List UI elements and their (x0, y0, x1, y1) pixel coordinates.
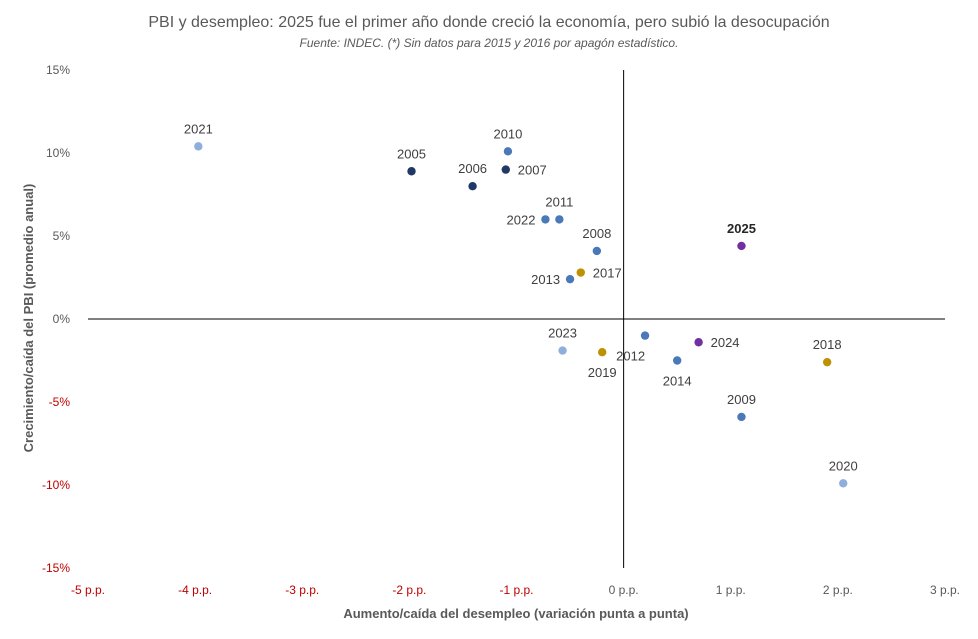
data-point-2023 (558, 346, 567, 355)
point-label-2014: 2014 (663, 374, 692, 389)
data-point-2010 (503, 147, 513, 156)
data-point-2020 (839, 479, 848, 488)
point-label-2013: 2013 (531, 272, 560, 287)
data-points (194, 142, 848, 488)
data-point-2013 (565, 274, 575, 284)
data-point-2012 (640, 331, 650, 340)
x-axis-label: Aumento/caída del desempleo (variación p… (343, 606, 688, 621)
data-point-2019 (598, 348, 607, 357)
data-point-2009 (737, 412, 746, 422)
y-tick-label: 5% (53, 229, 71, 243)
y-tick-label: -10% (42, 478, 70, 492)
data-point-2024 (694, 338, 703, 347)
y-tick-label: -5% (49, 395, 71, 409)
tick-labels: -5 p.p. -4 p.p. -3 p.p. -2 p.p. -1 p.p. 0 p.p… (42, 63, 960, 597)
point-label-2025: 2025 (727, 221, 756, 236)
chart-subtitle: Fuente: INDEC. (*) Sin datos para 2015 y… (300, 36, 679, 50)
data-point-2007 (501, 165, 510, 174)
data-point-2011 (555, 215, 564, 224)
point-label-2020: 2020 (829, 458, 858, 473)
data-point-2025 (737, 241, 746, 251)
point-label-2023: 2023 (548, 326, 577, 341)
point-label-2010: 2010 (493, 126, 522, 141)
point-label-2008: 2008 (582, 226, 611, 241)
x-tick-label: 1 p.p. (716, 583, 746, 597)
data-point-2008 (592, 246, 602, 256)
point-label-2012: 2012 (616, 349, 645, 364)
data-point-2018 (822, 357, 832, 367)
x-tick-label: -2 p.p. (392, 583, 426, 597)
point-labels: 2005 2006 2007 2008 2009 2010 2011 2012 2013 2014… (184, 121, 858, 473)
x-tick-label: 2 p.p. (823, 583, 853, 597)
data-point-2006 (468, 182, 477, 191)
y-axis-label: Crecimiento/caída del PBI (promedio anua… (21, 184, 36, 453)
y-tick-label: 10% (46, 146, 70, 160)
point-label-2011: 2011 (545, 194, 573, 209)
x-tick-label: -1 p.p. (499, 583, 533, 597)
point-label-2024: 2024 (711, 335, 740, 350)
point-label-2007: 2007 (518, 163, 547, 178)
axes (88, 70, 945, 568)
point-label-2018: 2018 (813, 337, 842, 352)
point-label-2021: 2021 (184, 121, 213, 136)
x-tick-label: 0 p.p. (609, 583, 639, 597)
chart-title: PBI y desempleo: 2025 fue el primer año … (148, 14, 829, 31)
point-label-2005: 2005 (397, 146, 426, 161)
x-tick-label: 3 p.p. (930, 583, 960, 597)
point-label-2019: 2019 (588, 365, 617, 380)
data-point-2014 (672, 356, 682, 365)
data-point-2005 (407, 167, 416, 176)
x-tick-label: -4 p.p. (178, 583, 212, 597)
data-point-2017 (576, 268, 585, 277)
point-label-2022: 2022 (507, 212, 536, 227)
data-point-2022 (541, 215, 550, 224)
point-label-2006: 2006 (458, 161, 487, 176)
y-tick-label: 0% (53, 312, 71, 326)
point-label-2017: 2017 (593, 266, 622, 281)
y-tick-label: -15% (42, 561, 70, 575)
data-point-2021 (194, 142, 203, 151)
x-tick-label: -5 p.p. (71, 583, 105, 597)
point-label-2009: 2009 (727, 392, 756, 407)
x-tick-label: -3 p.p. (285, 583, 319, 597)
y-tick-label: 15% (46, 63, 70, 77)
